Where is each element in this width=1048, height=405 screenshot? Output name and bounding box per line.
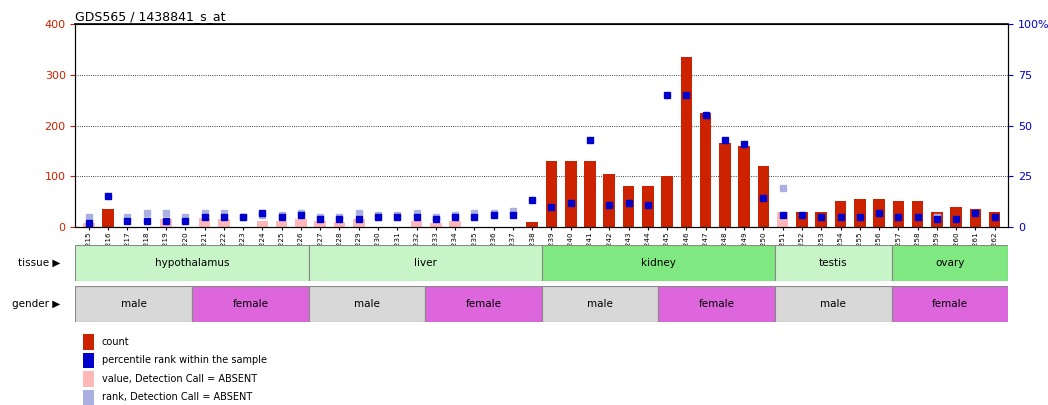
Bar xyxy=(333,222,345,227)
Text: male: male xyxy=(354,299,379,309)
Bar xyxy=(308,245,542,281)
Bar xyxy=(796,211,808,227)
Bar xyxy=(411,221,422,227)
Bar xyxy=(931,211,942,227)
Bar xyxy=(199,218,211,227)
Bar xyxy=(430,223,441,227)
Bar xyxy=(450,221,461,227)
Text: GDS565 / 1438841_s_at: GDS565 / 1438841_s_at xyxy=(75,10,226,23)
Bar xyxy=(969,209,981,227)
Bar xyxy=(700,113,712,227)
Text: testis: testis xyxy=(818,258,848,268)
Text: female: female xyxy=(465,299,502,309)
Bar xyxy=(314,221,326,227)
Bar xyxy=(854,199,866,227)
Bar xyxy=(192,286,308,322)
Text: tissue ▶: tissue ▶ xyxy=(18,258,60,268)
Bar xyxy=(83,353,94,368)
Bar xyxy=(680,57,692,227)
Bar xyxy=(774,286,892,322)
Bar xyxy=(103,209,114,227)
Text: female: female xyxy=(932,299,968,309)
Bar xyxy=(719,143,730,227)
Bar xyxy=(83,223,94,227)
Bar xyxy=(218,219,230,227)
Bar xyxy=(83,390,94,405)
Bar xyxy=(257,221,268,227)
Bar xyxy=(777,211,788,227)
Bar xyxy=(774,245,892,281)
Bar xyxy=(75,245,308,281)
Text: hypothalamus: hypothalamus xyxy=(155,258,230,268)
Text: kidney: kidney xyxy=(641,258,676,268)
Text: liver: liver xyxy=(414,258,437,268)
Bar xyxy=(83,334,94,350)
Text: value, Detection Call = ABSENT: value, Detection Call = ABSENT xyxy=(102,374,257,384)
Text: male: male xyxy=(821,299,846,309)
Text: male: male xyxy=(121,299,147,309)
Bar xyxy=(604,174,615,227)
Bar xyxy=(642,186,654,227)
Bar xyxy=(160,219,172,227)
Bar xyxy=(276,221,287,227)
Bar xyxy=(661,176,673,227)
Bar xyxy=(546,161,558,227)
Bar xyxy=(296,219,307,227)
Text: female: female xyxy=(699,299,735,309)
Bar xyxy=(658,286,774,322)
Bar xyxy=(526,222,538,227)
Text: ovary: ovary xyxy=(935,258,964,268)
Bar xyxy=(542,245,774,281)
Text: male: male xyxy=(587,299,613,309)
Bar xyxy=(425,286,542,322)
Bar xyxy=(892,245,1008,281)
Bar xyxy=(623,186,634,227)
Text: count: count xyxy=(102,337,129,347)
Bar xyxy=(584,161,595,227)
Bar xyxy=(931,221,942,227)
Bar xyxy=(912,202,923,227)
Bar xyxy=(873,199,885,227)
Bar xyxy=(989,211,1001,227)
Bar xyxy=(815,211,827,227)
Bar xyxy=(739,146,750,227)
Bar xyxy=(308,286,425,322)
Bar xyxy=(565,161,576,227)
Bar xyxy=(835,202,847,227)
Bar xyxy=(892,286,1008,322)
Bar xyxy=(893,202,904,227)
Text: rank, Detection Call = ABSENT: rank, Detection Call = ABSENT xyxy=(102,392,252,402)
Bar xyxy=(758,166,769,227)
Text: gender ▶: gender ▶ xyxy=(12,299,60,309)
Bar xyxy=(353,219,365,227)
Bar xyxy=(542,286,658,322)
Text: percentile rank within the sample: percentile rank within the sample xyxy=(102,355,266,365)
Text: female: female xyxy=(233,299,268,309)
Bar xyxy=(951,207,962,227)
Bar xyxy=(75,286,192,322)
Bar xyxy=(83,371,94,386)
